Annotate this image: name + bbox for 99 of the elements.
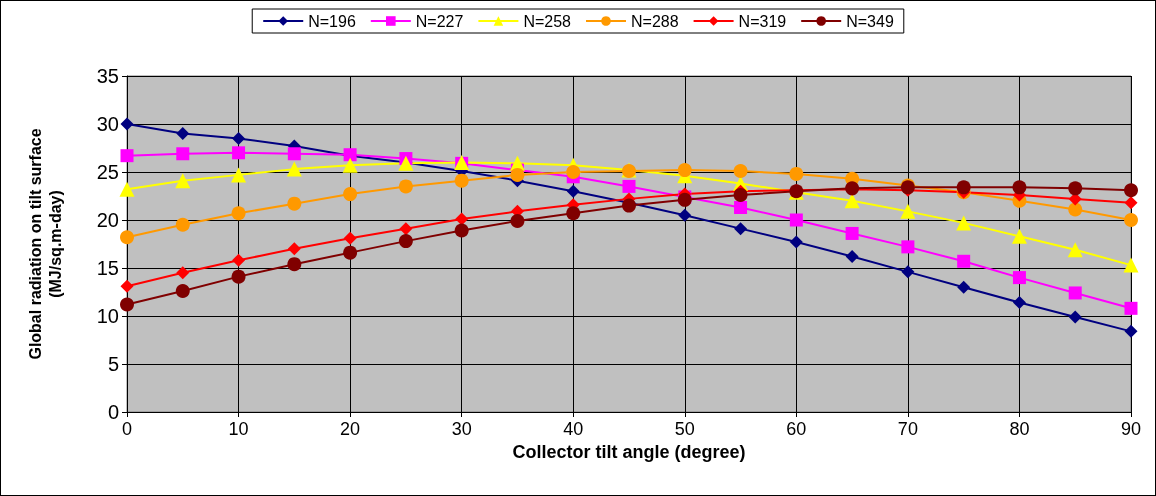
point <box>510 167 525 182</box>
point <box>120 297 134 312</box>
point <box>343 245 358 260</box>
point <box>454 173 469 188</box>
point <box>901 265 915 279</box>
point <box>1123 257 1139 273</box>
point <box>1124 301 1138 315</box>
point <box>789 213 803 227</box>
point <box>1068 202 1083 217</box>
point <box>343 187 358 202</box>
point <box>455 212 469 226</box>
point <box>900 203 916 219</box>
point <box>957 280 971 294</box>
legend-label: N=288 <box>631 12 679 30</box>
point <box>399 222 413 236</box>
y-tick-label: 30 <box>96 113 119 135</box>
point <box>232 253 246 267</box>
point <box>175 173 191 189</box>
point <box>677 163 692 178</box>
point <box>956 215 972 231</box>
point <box>789 235 803 249</box>
point <box>1124 213 1138 227</box>
x-tick-label: 40 <box>563 419 584 439</box>
point <box>176 266 190 280</box>
point <box>175 284 190 299</box>
y-tick-label: 10 <box>96 305 119 327</box>
point <box>957 254 971 268</box>
y-tick-label: 15 <box>96 257 119 279</box>
point <box>343 231 357 245</box>
y-tick-label: 0 <box>107 401 119 423</box>
point <box>1012 180 1027 195</box>
legend-label: N=196 <box>308 12 356 30</box>
point <box>844 193 860 209</box>
point <box>231 206 246 221</box>
point <box>1068 310 1082 324</box>
point <box>845 249 859 263</box>
point <box>1124 324 1138 338</box>
point <box>845 226 859 240</box>
point <box>566 165 581 179</box>
legend-label: N=349 <box>846 12 894 30</box>
x-axis-title: Collector tilt angle (degree) <box>512 441 746 462</box>
point <box>287 196 302 211</box>
x-tick-label: 10 <box>228 419 249 439</box>
point <box>1012 296 1026 310</box>
point <box>1012 271 1026 285</box>
point <box>510 213 525 228</box>
point <box>287 257 302 272</box>
point <box>734 222 748 236</box>
y-tick-label: 20 <box>96 209 119 231</box>
point <box>454 223 469 238</box>
point <box>231 269 246 284</box>
point <box>566 206 581 221</box>
point <box>901 240 915 254</box>
point <box>733 188 748 203</box>
y-tick-label: 5 <box>107 353 119 375</box>
x-tick-label: 50 <box>674 419 695 439</box>
point <box>287 242 301 256</box>
legend-label: N=227 <box>415 12 464 30</box>
point <box>622 179 636 193</box>
point <box>231 167 247 183</box>
y-tick-label: 25 <box>96 161 119 183</box>
point <box>342 157 358 173</box>
point <box>678 208 692 222</box>
legend-label: N=258 <box>523 12 572 30</box>
point <box>398 179 413 194</box>
legend-label: N=319 <box>738 12 787 30</box>
point <box>1068 181 1083 196</box>
point <box>232 131 246 145</box>
point <box>1068 286 1082 300</box>
point <box>566 184 580 198</box>
x-tick-label: 90 <box>1120 419 1142 439</box>
x-tick-label: 60 <box>786 419 807 439</box>
point <box>398 234 413 249</box>
point <box>176 127 190 141</box>
point <box>286 161 302 177</box>
x-tick-label: 20 <box>340 419 361 439</box>
point <box>119 181 135 197</box>
point <box>176 147 190 161</box>
point <box>120 117 134 131</box>
y-tick-label: 35 <box>96 65 119 87</box>
x-tick-label: 70 <box>897 419 918 439</box>
y-axis-title: Global radiation on tilt surface (MJ/sq.m-day) <box>26 128 64 360</box>
point <box>734 201 748 215</box>
point <box>789 166 804 181</box>
point <box>287 147 301 161</box>
point <box>1011 228 1027 244</box>
point <box>120 149 134 163</box>
x-tick-label: 0 <box>121 419 133 439</box>
point <box>956 180 971 195</box>
point <box>175 217 190 232</box>
point <box>120 279 134 293</box>
point <box>1124 196 1138 210</box>
point <box>1067 242 1083 258</box>
point <box>120 230 134 245</box>
point <box>733 164 748 179</box>
x-tick-label: 80 <box>1009 419 1030 439</box>
point <box>1124 183 1138 198</box>
point <box>232 146 246 160</box>
x-tick-label: 30 <box>451 419 472 439</box>
